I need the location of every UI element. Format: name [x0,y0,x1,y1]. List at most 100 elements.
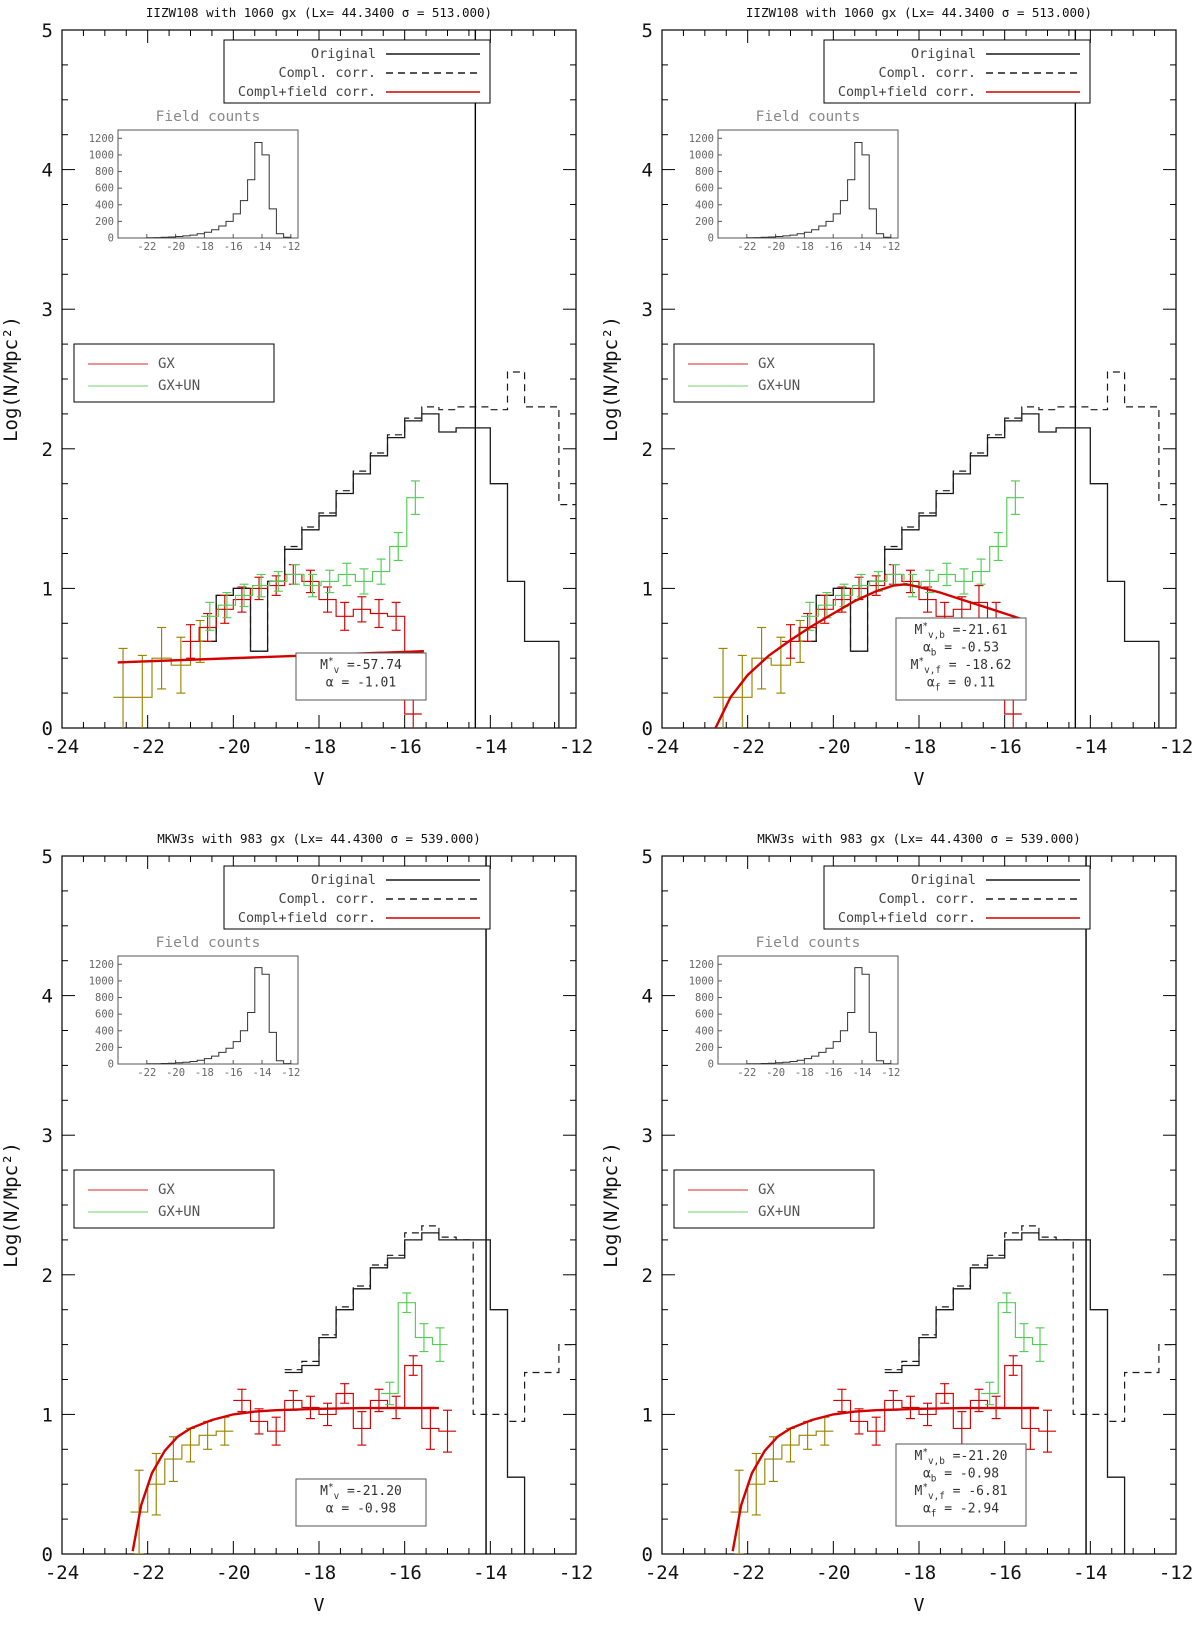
inset-histogram [146,967,292,1064]
panel-1: IIZW108 with 1060 gx (Lx= 44.3400 σ = 51… [600,5,1193,790]
legend-main: Original Compl. corr. Compl+field corr. [823,865,1091,930]
y-tick-label: 1 [42,578,53,600]
inset-y-tick-label: 1000 [689,149,714,161]
x-tick-label: -18 [902,736,936,758]
y-axis-ticks [62,855,576,1555]
x-tick-label: -14 [473,1562,507,1584]
legend-sub-label: GX [758,1182,775,1198]
inset-frame [117,129,299,239]
x-tick-label: -16 [388,736,422,758]
inset-y-tick-label: 1200 [689,133,714,145]
inset-x-tick-label: -20 [766,1067,785,1079]
inset-x-tick-label: -14 [853,241,872,253]
y-axis-ticks [662,29,1176,729]
x-tick-label: -12 [559,736,593,758]
legend-main-label: Compl+field corr. [238,910,376,926]
inset-x-tick-label: -20 [166,241,185,253]
legend-main-label: Compl. corr. [278,65,376,81]
inset-y-tick-label: 1000 [689,975,714,987]
y-tick-label: 3 [642,1125,653,1147]
inset-x-tick-label: -18 [795,1067,814,1079]
fit-param-line: M*v =-57.74 [320,656,402,676]
y-tick-label: 4 [642,986,653,1008]
legend-sub-label: GX [158,1182,175,1198]
x-tick-label: -18 [302,1562,336,1584]
inset-y-tick-label: 200 [95,216,114,228]
series-compl-corr [284,1225,576,1422]
inset-x-tick-label: -22 [137,1067,156,1079]
inset-frame [117,955,299,1065]
series-bimodal-fit [714,582,1023,728]
inset-histogram [146,142,292,238]
legend-sub-label: GX+UN [158,378,200,394]
inset-y-tick-label: 600 [95,183,114,195]
x-axis-ticks [61,856,577,1554]
inset-x-tick-label: -20 [166,1067,185,1079]
inset-x-tick-label: -16 [824,241,843,253]
inset-y-tick-label: 400 [95,199,114,211]
legend-sub-label: GX [158,356,175,372]
series-gx-un [381,1292,448,1406]
inset-x-tick-label: -12 [281,241,300,253]
legend-main: Original Compl. corr. Compl+field corr. [223,865,491,930]
plot-area [713,30,1176,728]
legend-main-label: Original [911,872,976,888]
y-tick-label: 1 [642,1404,653,1426]
inset-x-tick-label: -12 [881,1067,900,1079]
x-tick-label: -22 [131,1562,165,1584]
inset-y-tick-label: 600 [95,1009,114,1021]
x-tick-label: -18 [902,1562,936,1584]
x-tick-label: -16 [988,1562,1022,1584]
y-axis-label: Log(N/Mpc²) [0,1142,22,1268]
x-tick-label: -14 [1073,736,1107,758]
inset-y-tick-label: 0 [108,1059,114,1071]
legend-sub: GX GX+UN [673,343,875,403]
inset-frame [717,955,899,1065]
x-tick-label: -24 [645,736,679,758]
series-original [284,1232,526,1554]
series-compl-corr [884,1225,1176,1422]
y-tick-label: 5 [42,846,53,868]
panel-title: IIZW108 with 1060 gx (Lx= 44.3400 σ = 51… [146,5,492,20]
legend-main: Original Compl. corr. Compl+field corr. [223,39,491,104]
x-tick-label: -22 [731,736,765,758]
inset-y-tick-label: 800 [695,166,714,178]
inset-x-tick-label: -14 [253,241,272,253]
x-tick-label: -12 [559,1562,593,1584]
y-tick-label: 0 [42,1544,53,1566]
legend-main-label: Compl. corr. [878,891,976,907]
fit-param-line: αb = -0.98 [923,1467,999,1485]
legend-sub: GX GX+UN [673,1169,875,1229]
fit-param-line: M*v =-21.20 [320,1482,402,1502]
panel-0: IIZW108 with 1060 gx (Lx= 44.3400 σ = 51… [0,5,593,790]
inset-y-tick-label: 800 [95,166,114,178]
panel-3: MKW3s with 983 gx (Lx= 44.4300 σ = 539.0… [600,831,1193,1616]
fit-param-line: α = -0.98 [326,1502,396,1517]
y-tick-label: 2 [642,1265,653,1287]
series-schechter-fit [131,1406,439,1552]
legend-main-label: Original [311,46,376,62]
x-axis-ticks [661,30,1177,728]
series-gx-bright [113,619,210,728]
inset-y-tick-label: 1200 [689,959,714,971]
inset-y-tick-label: 800 [695,992,714,1004]
inset-y-tick-label: 200 [95,1042,114,1054]
x-tick-label: -20 [816,736,850,758]
inset-x-tick-label: -12 [881,241,900,253]
x-tick-label: -22 [131,736,165,758]
inset-y-tick-label: 0 [708,233,714,245]
inset-title: Field counts [156,935,261,951]
y-tick-label: 2 [642,439,653,461]
y-tick-label: 1 [642,578,653,600]
inset-x-tick-label: -14 [253,1067,272,1079]
inset-y-tick-label: 1000 [89,975,114,987]
inset-y-tick-label: 1200 [89,133,114,145]
legend-main-label: Compl+field corr. [838,910,976,926]
y-tick-label: 4 [42,986,53,1008]
y-tick-label: 2 [42,1265,53,1287]
y-tick-label: 4 [642,160,653,182]
x-tick-label: -12 [1159,736,1193,758]
inset-x-tick-label: -16 [224,241,243,253]
